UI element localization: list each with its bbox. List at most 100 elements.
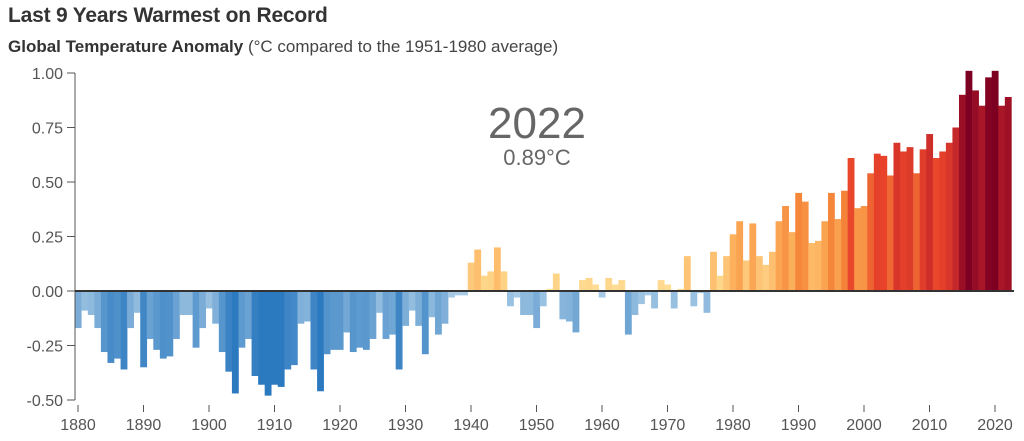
bar-1964 — [624, 291, 632, 335]
bar-1930 — [402, 291, 410, 326]
bar-1909 — [264, 291, 272, 396]
bar-1894 — [166, 291, 174, 357]
bar-2008 — [913, 173, 920, 291]
bar-1954 — [559, 291, 567, 320]
bar-1949 — [526, 291, 534, 315]
x-tick-label: 1980 — [715, 417, 751, 434]
bar-1917 — [317, 291, 324, 392]
bar-1915 — [303, 291, 311, 322]
bar-1933 — [421, 291, 429, 355]
bar-1929 — [395, 291, 403, 370]
bar-1919 — [330, 291, 338, 350]
bar-2014 — [952, 127, 960, 291]
bar-1899 — [199, 291, 207, 329]
bar-1924 — [362, 291, 370, 350]
bar-1941 — [474, 249, 482, 291]
bar-1974 — [690, 291, 698, 307]
x-tick-label: 2020 — [977, 417, 1013, 434]
bar-1940 — [467, 262, 475, 291]
bar-1968 — [651, 291, 658, 309]
bar-1962 — [611, 284, 619, 291]
y-tick-label: -0.50 — [27, 393, 64, 410]
x-tick-label: 1930 — [388, 417, 424, 434]
bar-1904 — [231, 291, 239, 394]
bar-2009 — [919, 149, 927, 291]
annotation-value: 0.89°C — [503, 145, 571, 170]
bar-1890 — [140, 291, 148, 368]
bar-1993 — [814, 240, 822, 291]
bar-1918 — [323, 291, 331, 355]
bar-1937 — [448, 291, 455, 298]
x-tick-label: 1990 — [781, 417, 817, 434]
bar-1895 — [172, 291, 180, 339]
bar-1881 — [81, 291, 89, 311]
bar-1953 — [552, 273, 560, 291]
bar-1887 — [120, 291, 128, 370]
bar-1977 — [710, 251, 717, 291]
bar-1997 — [841, 190, 848, 291]
annotation-year: 2022 — [488, 99, 586, 148]
bar-1970 — [664, 284, 672, 291]
bar-1928 — [389, 291, 396, 335]
bar-1945 — [500, 271, 508, 291]
bar-1892 — [153, 291, 161, 350]
bar-1934 — [428, 291, 436, 318]
bar-1955 — [565, 291, 573, 322]
y-tick-label: 1.00 — [32, 66, 63, 83]
bar-1984 — [755, 256, 763, 291]
bar-1883 — [94, 291, 102, 329]
bar-1988 — [782, 205, 789, 291]
bar-1896 — [179, 291, 187, 315]
x-tick-label: 2000 — [846, 417, 882, 434]
bar-1897 — [186, 291, 193, 315]
bar-1900 — [205, 291, 213, 309]
x-tick-label: 1900 — [191, 417, 227, 434]
bar-1972 — [677, 288, 685, 291]
bar-1925 — [369, 291, 377, 339]
bar-2004 — [886, 175, 894, 291]
bar-1907 — [251, 291, 259, 377]
bar-1978 — [716, 275, 724, 291]
bar-1921 — [343, 291, 351, 333]
bar-2011 — [932, 158, 940, 291]
bar-1961 — [605, 277, 613, 291]
bar-1908 — [258, 291, 265, 385]
bar-1927 — [382, 291, 390, 339]
x-tick-label: 2010 — [912, 417, 948, 434]
y-tick-label: 0.00 — [32, 284, 63, 301]
bar-1911 — [277, 291, 285, 387]
bar-1951 — [539, 291, 547, 307]
bar-1893 — [159, 291, 167, 359]
bar-1995 — [827, 192, 835, 291]
bar-2003 — [880, 155, 888, 291]
bar-1975 — [696, 291, 704, 294]
bar-2005 — [893, 142, 901, 291]
bar-1989 — [788, 232, 796, 291]
bar-1885 — [107, 291, 115, 363]
bar-1958 — [585, 277, 593, 291]
bar-1960 — [598, 291, 606, 298]
bar-2016 — [965, 70, 973, 291]
bar-1923 — [356, 291, 364, 348]
bar-1935 — [434, 291, 442, 335]
bar-1948 — [520, 291, 527, 315]
bar-1926 — [376, 291, 383, 313]
y-tick-label: -0.25 — [27, 339, 64, 356]
bar-2018 — [978, 105, 986, 291]
bar-1967 — [644, 291, 652, 296]
bar-2001 — [867, 173, 875, 291]
bar-2019 — [985, 77, 993, 291]
bar-1889 — [133, 291, 141, 313]
chart-subtitle: Global Temperature Anomaly (°C compared … — [8, 37, 558, 57]
bar-1912 — [284, 291, 292, 370]
bar-1956 — [572, 291, 580, 333]
bar-1998 — [847, 158, 855, 291]
bar-1913 — [290, 291, 298, 366]
bar-1979 — [723, 256, 731, 291]
bar-1996 — [834, 219, 842, 291]
bar-1973 — [683, 256, 691, 291]
bar-2002 — [873, 153, 881, 291]
bar-1898 — [192, 291, 200, 348]
bar-1982 — [742, 260, 750, 291]
